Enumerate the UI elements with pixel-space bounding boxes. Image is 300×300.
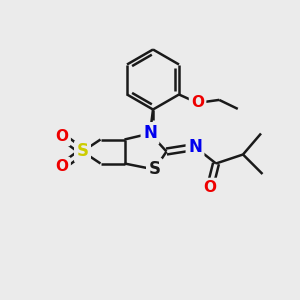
Text: O: O [191, 95, 204, 110]
Text: O: O [56, 159, 69, 174]
Text: S: S [148, 160, 160, 178]
Text: N: N [143, 124, 157, 142]
Text: O: O [56, 129, 69, 144]
Text: S: S [76, 142, 88, 160]
Text: N: N [188, 138, 202, 156]
Text: O: O [203, 180, 217, 195]
